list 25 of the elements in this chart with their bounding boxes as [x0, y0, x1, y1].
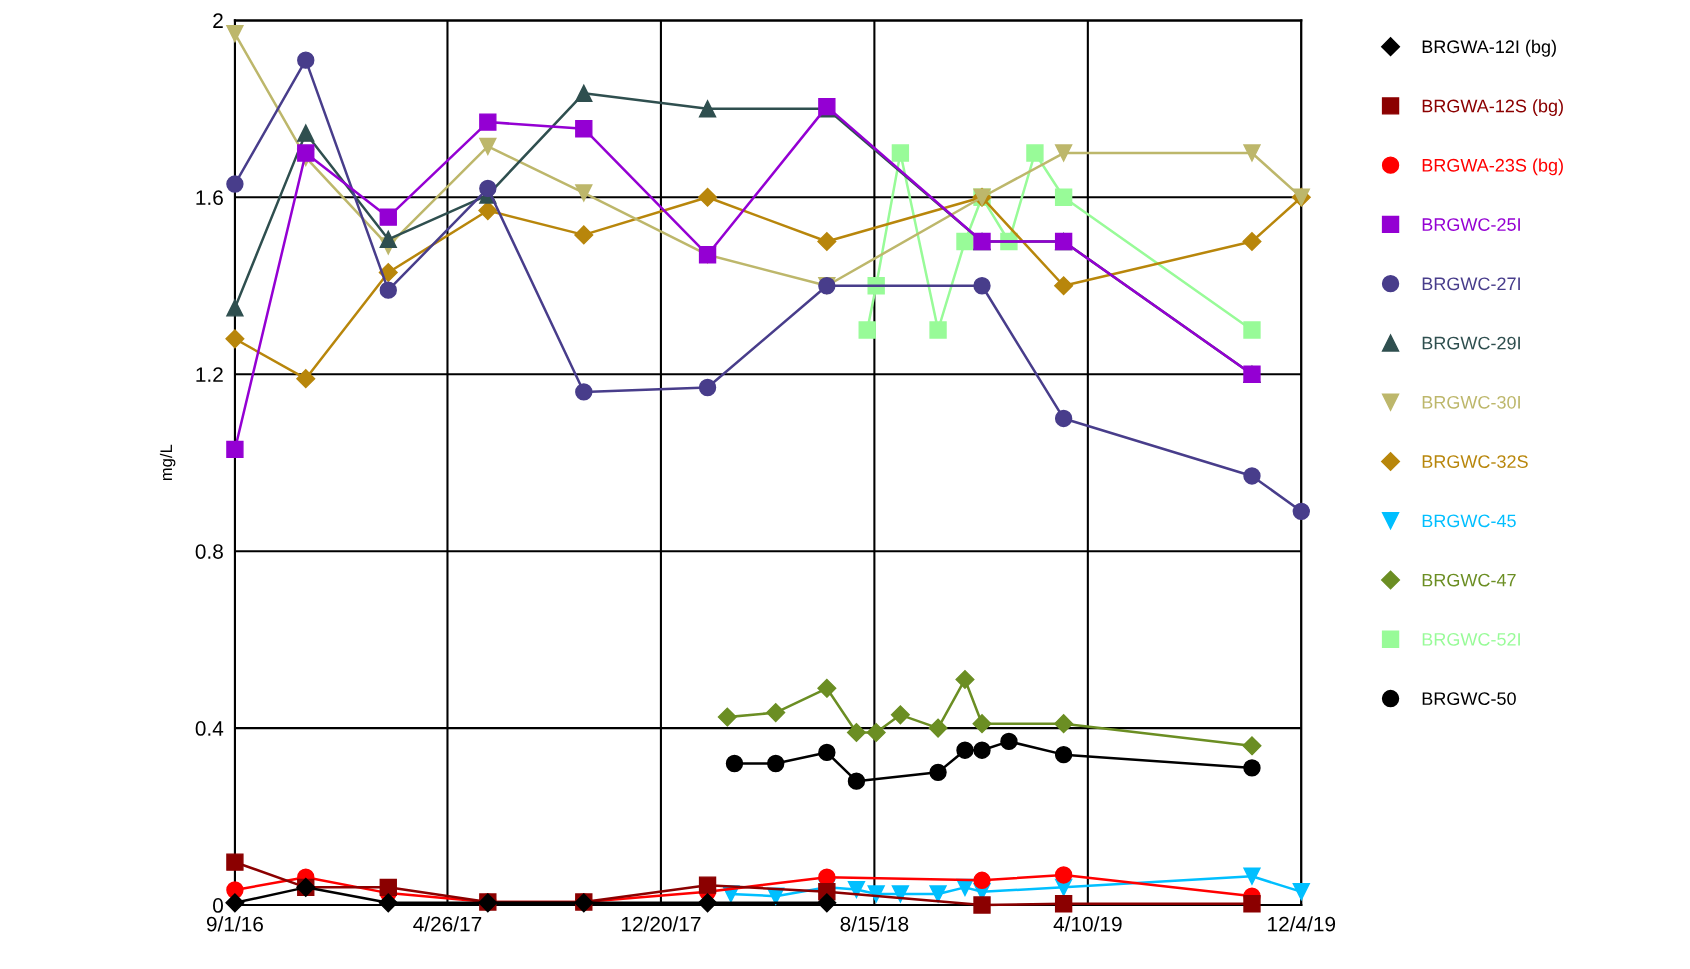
y-tick-label: 1.6	[196, 190, 223, 206]
legend-label: BRGWC-32S	[1422, 455, 1528, 468]
legend-label: BRGWC-47	[1422, 573, 1516, 587]
y-tick-label: 1.2	[196, 367, 223, 382]
x-tick-label: 4/26/17	[413, 916, 482, 932]
x-tick-label: 12/20/17	[621, 916, 701, 932]
x-tick-label: 4/10/19	[1053, 916, 1122, 932]
legend-label: BRGWC-29I	[1422, 336, 1520, 350]
y-tick-label: 0.4	[195, 721, 224, 736]
legend-label: BRGWC-30I	[1422, 395, 1520, 409]
y-tick-label: 2	[213, 13, 223, 28]
legend-label: BRGWC-25I	[1422, 218, 1520, 231]
y-tick-label: 0	[213, 898, 223, 913]
y-axis-title: mg/L	[159, 444, 176, 481]
x-tick-label: 8/15/18	[840, 916, 909, 932]
legend-label: BRGWA-12I (bg)	[1422, 39, 1556, 57]
x-tick-label: 12/4/19	[1268, 916, 1336, 932]
legend-label: BRGWC-52I	[1422, 632, 1520, 646]
x-tick-label: 9/1/16	[206, 916, 263, 932]
legend-label: BRGWA-23S (bg)	[1422, 158, 1563, 176]
legend-label: BRGWA-12S (bg)	[1422, 99, 1563, 116]
legend-label: BRGWC-45	[1422, 514, 1516, 528]
y-tick-label: 0.8	[195, 544, 223, 559]
legend-label: BRGWC-50	[1422, 692, 1516, 706]
legend-label: BRGWC-27I	[1422, 277, 1520, 291]
